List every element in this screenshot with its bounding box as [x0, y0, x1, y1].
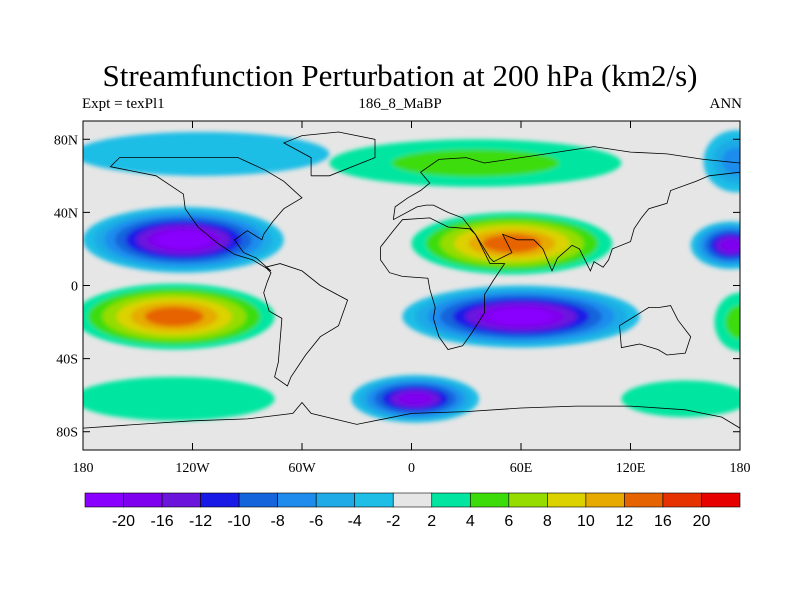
colorbar-swatch	[84, 492, 124, 508]
map-axes: 80N 40N 0 40S 80S 180 120W 60W 0 60E 120E 180	[54, 121, 751, 476]
colorbar-label: -20	[112, 513, 135, 530]
colorbar-swatch	[701, 492, 741, 508]
colorbar-swatch	[585, 492, 625, 508]
trough-south-atlantic-high-lat-level	[397, 392, 433, 406]
ridge-east-pacific-south-level	[144, 306, 204, 327]
lon-tick-label: 180	[73, 461, 94, 476]
lon-tick-label: 180	[730, 461, 751, 476]
colorbar-swatch	[508, 492, 548, 508]
trough-indian-ocean-south-level	[490, 308, 552, 325]
colorbar-label: 12	[616, 513, 634, 530]
colorbar-label: -2	[386, 513, 400, 530]
colorbar-swatch	[547, 492, 587, 508]
colorbar-label: 10	[577, 513, 595, 530]
ridge-south-pacific-high-lat	[83, 376, 275, 421]
colorbar-label: 16	[654, 513, 672, 530]
colorbar-swatch	[238, 492, 278, 508]
colorbar-label: 2	[427, 513, 436, 530]
lon-tick-label: 120E	[616, 461, 646, 476]
lat-tick-label: 40N	[54, 206, 78, 221]
ridge-eurasia-high-lat-level	[391, 149, 560, 177]
colorbar-swatch	[277, 492, 317, 508]
colorbar-swatch	[392, 492, 433, 508]
map-area	[82, 120, 741, 451]
subtitle-right: ANN	[709, 96, 743, 112]
ridge-southern-ocean-high-lat	[621, 380, 740, 418]
coastlines	[83, 131, 740, 429]
colorbar-label: -6	[309, 513, 323, 530]
colorbar-label: -4	[348, 513, 362, 530]
trough-east-pacific-north-level	[157, 231, 210, 249]
colorbar-swatch	[123, 492, 163, 508]
ridge-eurasia-high-lat	[329, 139, 622, 187]
trough-east-pacific-north	[83, 206, 284, 273]
colorbar-swatch	[315, 492, 356, 508]
trough-west-pacific-north-level	[719, 238, 740, 252]
colorbar-swatch	[662, 492, 702, 508]
trough-west-pacific-north	[690, 221, 740, 270]
subtitle-left: Expt = texPl1	[82, 96, 165, 112]
trough-north-america-high-lat	[83, 131, 330, 176]
africa-coastline	[380, 217, 506, 350]
trough-indian-ocean-south	[402, 285, 640, 348]
eurasia-coastline	[392, 146, 740, 272]
colorbar-label: -8	[271, 513, 285, 530]
trough-arctic-pacific-level	[722, 147, 740, 175]
colorbar-label: -16	[150, 513, 173, 530]
north-america-coastline	[109, 157, 303, 272]
ridge-west-pacific-south-level	[725, 305, 740, 339]
colorbar-swatch	[161, 492, 201, 508]
lon-tick-label: 60E	[510, 461, 533, 476]
colorbar-label: -12	[189, 513, 212, 530]
ridge-west-pacific-south	[714, 292, 740, 352]
australia-coastline	[619, 305, 692, 356]
lat-tick-label: 80N	[54, 133, 78, 148]
streamfunction-fill	[83, 130, 740, 423]
lat-tick-label: 80S	[56, 426, 78, 441]
subtitle-center: 186_8_MaBP	[358, 96, 442, 112]
trough-north-america-high-lat-level	[83, 131, 330, 176]
colorbar-swatch	[469, 492, 510, 508]
ridge-southern-ocean-high-lat-level	[621, 380, 740, 418]
colorbar-label: 20	[693, 513, 711, 530]
antarctica-coastline	[83, 401, 740, 429]
colorbar-swatch	[200, 492, 240, 508]
ridge-south-pacific-high-lat-level	[83, 376, 275, 421]
lat-tick-label: 0	[71, 280, 78, 295]
south-america-coastline	[263, 263, 349, 387]
colorbar-label: 8	[543, 513, 552, 530]
ridge-asia-north-level	[482, 234, 542, 253]
ridge-east-pacific-south	[83, 283, 275, 350]
greenland-coastline	[282, 131, 376, 177]
colorbar-swatch	[431, 492, 471, 508]
colorbar-swatch	[354, 492, 394, 508]
lon-tick-label: 60W	[288, 461, 316, 476]
lon-tick-label: 0	[408, 461, 415, 476]
plot-title: Streamfunction Perturbation at 200 hPa (…	[102, 58, 698, 93]
colorbar: -20 -16 -12 -10 -8 -6 -4 -2 2 4 6 8 10 12 16 20	[84, 492, 741, 530]
ridge-asia-north	[411, 212, 613, 275]
colorbar-label: 6	[504, 513, 513, 530]
colorbar-swatch	[624, 492, 664, 508]
trough-south-atlantic-high-lat	[351, 375, 480, 423]
colorbar-label: 4	[466, 513, 475, 530]
colorbar-label: -10	[228, 513, 251, 530]
lat-tick-label: 40S	[56, 353, 78, 368]
lon-tick-label: 120W	[175, 461, 210, 476]
